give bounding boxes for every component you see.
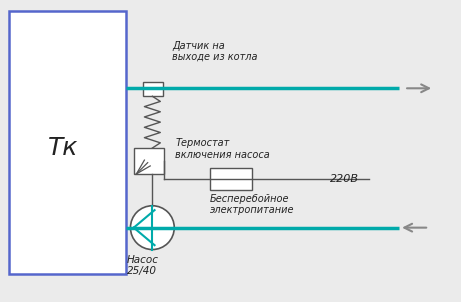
Text: 220В: 220В [330,174,359,184]
Bar [135,148,164,174]
Circle shape [130,206,174,249]
Bar [9,11,126,275]
Text: Бесперебойное
электропитание: Бесперебойное электропитание [210,194,295,215]
Text: Тк: Тк [47,136,78,160]
Text: Насос
25/40: Насос 25/40 [126,255,159,276]
Bar [143,82,163,96]
Bar [210,168,252,190]
Text: Термостат
включения насоса: Термостат включения насоса [175,138,270,160]
Text: Датчик на
выходе из котла: Датчик на выходе из котла [172,40,258,62]
